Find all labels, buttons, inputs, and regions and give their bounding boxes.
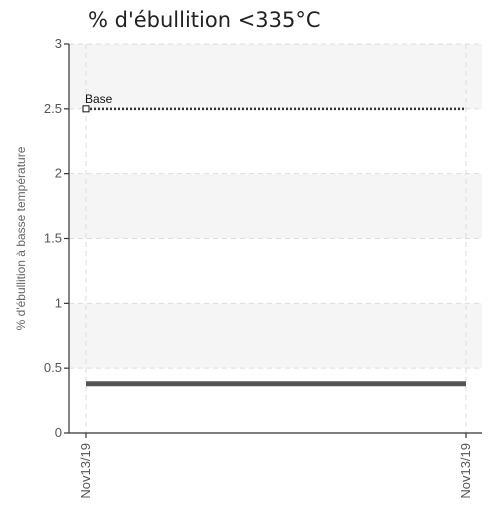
background-band [69, 44, 482, 109]
x-axis-ticks: Nov13/19 Nov13/19 [78, 433, 473, 499]
reference-lines: Base [82, 92, 466, 113]
y-axis-ticks: 0 0.5 1 1.5 2 2.5 3 [44, 36, 69, 440]
reference-line-label: Base [85, 92, 113, 106]
y-tick-label: 1.5 [44, 231, 62, 246]
x-tick-label: Nov13/19 [78, 443, 93, 499]
y-axis-label: % d'ébullition à basse température [14, 146, 28, 330]
y-tick-label: 2 [55, 166, 62, 181]
y-tick-label: 1 [55, 295, 62, 310]
background-band [69, 173, 482, 239]
y-tick-label: 3 [55, 36, 62, 51]
chart-title: % d'ébullition <335°C [88, 8, 321, 32]
background-bands [69, 44, 482, 369]
y-tick-label: 0 [55, 425, 62, 440]
background-band [69, 303, 482, 369]
y-tick-label: 2.5 [44, 101, 62, 116]
y-tick-label: 0.5 [44, 360, 62, 375]
x-tick-label: Nov13/19 [458, 443, 473, 499]
reference-marker [82, 105, 90, 113]
